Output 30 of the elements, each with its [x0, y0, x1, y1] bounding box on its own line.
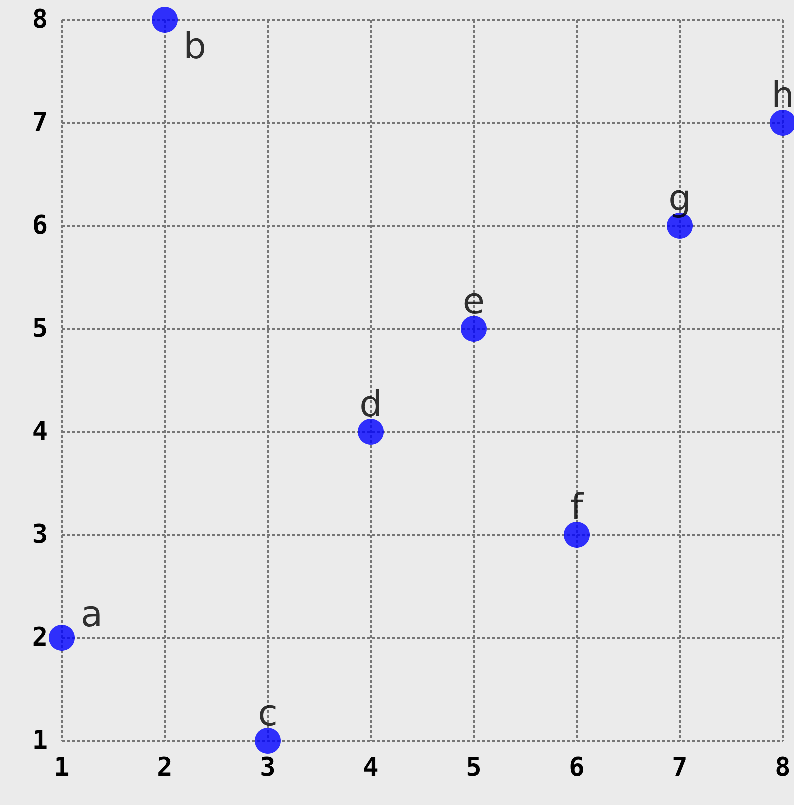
y-tick-label: 7: [32, 108, 48, 138]
point: [564, 522, 590, 548]
annotation: d: [360, 384, 382, 426]
y-tick-label: 1: [32, 726, 48, 756]
point: [358, 419, 384, 445]
y-tick-label: 3: [32, 520, 48, 550]
x-tick-label: 2: [157, 753, 173, 783]
x-tick-label: 3: [260, 753, 276, 783]
annotation: b: [184, 26, 206, 68]
point: [152, 7, 178, 33]
point: [49, 625, 75, 651]
y-tick-label: 6: [32, 211, 48, 241]
annotation: a: [80, 594, 104, 636]
y-tick-label: 2: [32, 623, 48, 653]
x-tick-label: 8: [775, 753, 791, 783]
x-tick-label: 5: [466, 753, 482, 783]
y-tick-label: 4: [32, 417, 48, 447]
point: [461, 316, 487, 342]
annotation: g: [668, 178, 692, 220]
y-tick-label: 8: [32, 5, 48, 35]
annotation: e: [462, 282, 486, 322]
x-tick-label: 7: [672, 753, 688, 783]
point: [255, 728, 281, 754]
annotation: c: [258, 694, 278, 734]
x-tick-label: 6: [569, 753, 585, 783]
y-tick-label: 5: [32, 314, 48, 344]
annotation: h: [772, 76, 794, 116]
x-tick-label: 4: [363, 753, 379, 783]
x-tick-label: 1: [54, 753, 70, 783]
annotation: f: [570, 488, 585, 528]
